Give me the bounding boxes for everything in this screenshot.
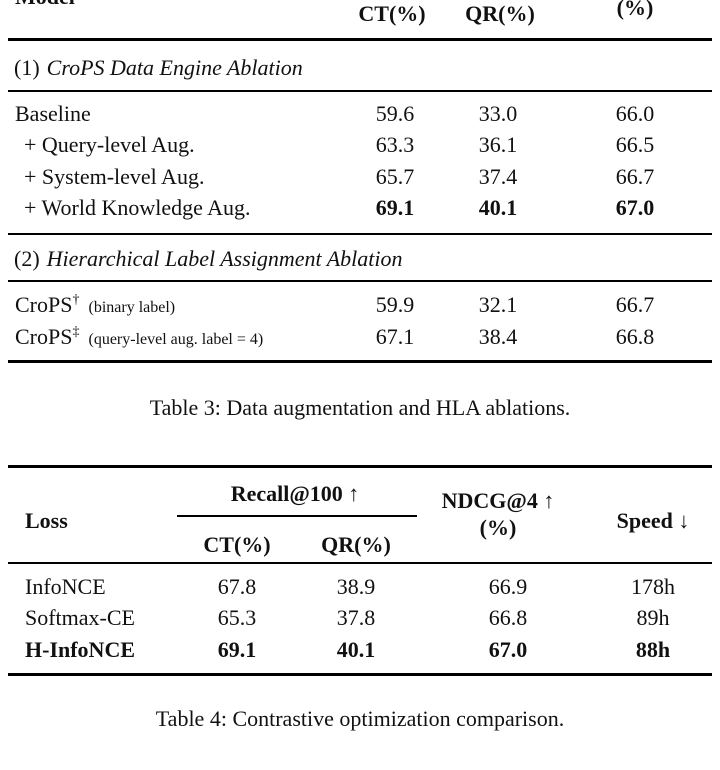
row-label: + Query-level Aug. [24, 132, 195, 157]
table3-rule-mid2 [8, 233, 712, 235]
row-label: H-InfoNCE [25, 637, 136, 662]
ct-value: 65.7 [375, 164, 415, 189]
ndcg-value: 66.7 [615, 292, 655, 317]
qr-value: 40.1 [478, 195, 518, 220]
ct-value: 69.1 [375, 195, 415, 220]
row-note: (query-level aug. label = 4) [88, 331, 264, 348]
ndcg-value: 66.9 [488, 574, 528, 599]
qr-value: 37.8 [336, 605, 376, 630]
qr-value: 38.9 [336, 574, 376, 599]
row-label: Baseline [15, 101, 91, 126]
section1-title-text: CroPS Data Engine Ablation [46, 55, 303, 80]
ndcg-line1: NDCG@4 ↑ [441, 488, 555, 513]
table4-rule-bottom [8, 673, 712, 676]
row-label: Softmax-CE [25, 605, 135, 630]
qr-value: 40.1 [336, 637, 376, 662]
table4-header-recall-group: Recall@100 ↑ [230, 481, 360, 506]
ndcg-value: 66.0 [615, 101, 655, 126]
qr-value: 32.1 [478, 292, 518, 317]
table3-rule-top [8, 38, 712, 41]
row-label: + World Knowledge Aug. [24, 195, 251, 220]
table4-header-qr: QR(%) [321, 532, 391, 557]
table3-header-ndcg-pct: (%) [616, 0, 654, 20]
table3-header-ct: CT(%) [358, 1, 426, 26]
double-dagger-mark: ‡ [72, 324, 80, 340]
table3-rule-mid1 [8, 90, 712, 92]
ct-value: 59.6 [375, 101, 415, 126]
table3-section2-title: (2) Hierarchical Label Assignment Ablatio… [14, 244, 403, 274]
row-label: InfoNCE [25, 574, 106, 599]
section1-number: (1) [14, 55, 40, 80]
ct-value: 59.9 [375, 292, 415, 317]
row-label: + System-level Aug. [24, 164, 205, 189]
table-row: H-InfoNCE 69.1 40.1 67.0 88h [0, 637, 720, 663]
table4-recall-cmidrule [177, 515, 417, 517]
table-row: CroPS‡ (query-level aug. label = 4) 67.1 … [0, 324, 720, 350]
row-note: (binary label) [88, 299, 176, 316]
row-label: CroPS† (binary label) [15, 292, 175, 321]
qr-value: 38.4 [478, 324, 518, 349]
ndcg-value: 66.8 [615, 324, 655, 349]
table3-header-model: Model [15, 0, 75, 10]
table-row: + System-level Aug. 65.7 37.4 66.7 [0, 164, 720, 190]
speed-value: 178h [631, 574, 675, 599]
section2-title-text: Hierarchical Label Assignment Ablation [46, 246, 403, 271]
table3-caption: Table 3: Data augmentation and HLA ablat… [149, 395, 571, 420]
table4-header-speed: Speed ↓ [616, 508, 690, 533]
table4-header-ndcg: NDCG@4 ↑ (%) [438, 487, 558, 541]
table4-caption: Table 4: Contrastive optimization compar… [155, 706, 565, 731]
ct-value: 67.1 [375, 324, 415, 349]
section2-number: (2) [14, 246, 40, 271]
qr-value: 36.1 [478, 132, 518, 157]
table4-header-loss: Loss [25, 508, 68, 533]
ndcg-value: 66.5 [615, 132, 655, 157]
qr-value: 37.4 [478, 164, 518, 189]
table-row: + Query-level Aug. 63.3 36.1 66.5 [0, 132, 720, 158]
table-row: Baseline 59.6 33.0 66.0 [0, 101, 720, 127]
table4-rule-mid [8, 562, 712, 564]
table3-rule-mid3 [8, 280, 712, 282]
dagger-mark: † [72, 292, 80, 308]
speed-value: 88h [635, 637, 671, 662]
row-label: CroPS‡ (query-level aug. label = 4) [15, 324, 263, 353]
ndcg-value: 66.8 [488, 605, 528, 630]
model-name: CroPS [15, 292, 73, 317]
table3-section1-title: (1) CroPS Data Engine Ablation [14, 53, 303, 83]
speed-value: 89h [636, 605, 670, 630]
table-row: CroPS† (binary label) 59.9 32.1 66.7 [0, 292, 720, 318]
ct-value: 69.1 [217, 637, 257, 662]
table4-rule-top [8, 465, 712, 468]
table4-header-ct: CT(%) [203, 532, 271, 557]
ct-value: 65.3 [217, 605, 257, 630]
table-row: Softmax-CE 65.3 37.8 66.8 89h [0, 605, 720, 631]
ct-value: 63.3 [375, 132, 415, 157]
qr-value: 33.0 [478, 101, 518, 126]
table3-header-qr: QR(%) [465, 1, 535, 26]
ndcg-value: 67.0 [615, 195, 655, 220]
table-row: + World Knowledge Aug. 69.1 40.1 67.0 [0, 195, 720, 221]
ndcg-value: 66.7 [615, 164, 655, 189]
ndcg-value: 67.0 [488, 637, 528, 662]
ct-value: 67.8 [217, 574, 257, 599]
table-row: InfoNCE 67.8 38.9 66.9 178h [0, 574, 720, 600]
table3-rule-bottom [8, 360, 712, 363]
model-name: CroPS [15, 324, 73, 349]
ndcg-line2: (%) [479, 515, 517, 540]
